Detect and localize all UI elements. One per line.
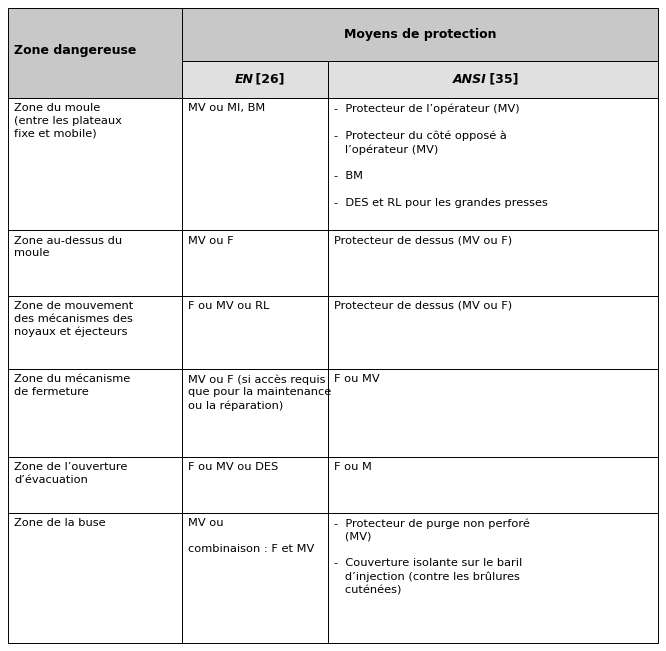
Bar: [8, 369, 182, 457]
Text: Protecteur de dessus (MV ou F): Protecteur de dessus (MV ou F): [334, 236, 512, 245]
Text: -  Protecteur de purge non perforé
   (MV)

-  Couverture isolante sur le baril
: - Protecteur de purge non perforé (MV) -…: [334, 518, 529, 595]
Text: MV ou F: MV ou F: [188, 236, 234, 245]
Bar: [182, 513, 328, 643]
Bar: [328, 98, 658, 230]
Text: F ou MV: F ou MV: [334, 374, 380, 384]
Text: MV ou F (si accès requis
que pour la maintenance
ou la réparation): MV ou F (si accès requis que pour la mai…: [188, 374, 332, 411]
Bar: [8, 8, 182, 98]
Text: Zone de mouvement
des mécanismes des
noyaux et éjecteurs: Zone de mouvement des mécanismes des noy…: [14, 301, 133, 337]
Bar: [8, 513, 182, 643]
Text: EN: EN: [235, 73, 254, 86]
Text: MV ou MI, BM: MV ou MI, BM: [188, 104, 266, 113]
Text: Moyens de protection: Moyens de protection: [344, 28, 496, 41]
Bar: [328, 230, 658, 296]
Bar: [8, 457, 182, 513]
Bar: [328, 513, 658, 643]
Text: Zone de l’ouverture
d’évacuation: Zone de l’ouverture d’évacuation: [14, 462, 127, 485]
Bar: [182, 8, 658, 61]
Text: MV ou

combinaison : F et MV: MV ou combinaison : F et MV: [188, 518, 314, 553]
Text: -  Protecteur de l’opérateur (MV)

-  Protecteur du côté opposé à
   l’opérateur: - Protecteur de l’opérateur (MV) - Prote…: [334, 104, 547, 208]
Text: F ou M: F ou M: [334, 462, 372, 473]
Text: Zone du mécanisme
de fermeture: Zone du mécanisme de fermeture: [14, 374, 131, 397]
Text: Zone de la buse: Zone de la buse: [14, 518, 106, 528]
Bar: [328, 296, 658, 369]
Bar: [182, 457, 328, 513]
Text: F ou MV ou RL: F ou MV ou RL: [188, 301, 270, 311]
Text: Zone du moule
(entre les plateaux
fixe et mobile): Zone du moule (entre les plateaux fixe e…: [14, 104, 122, 139]
Text: F ou MV ou DES: F ou MV ou DES: [188, 462, 278, 473]
Text: ANSI: ANSI: [453, 73, 487, 86]
Bar: [328, 369, 658, 457]
Text: Zone dangereuse: Zone dangereuse: [14, 44, 137, 57]
Bar: [8, 296, 182, 369]
Bar: [8, 98, 182, 230]
Bar: [182, 61, 328, 98]
Text: Zone au-dessus du
moule: Zone au-dessus du moule: [14, 236, 122, 258]
Bar: [328, 61, 658, 98]
Bar: [328, 457, 658, 513]
Bar: [182, 98, 328, 230]
Bar: [182, 230, 328, 296]
Bar: [8, 230, 182, 296]
Text: [26]: [26]: [251, 73, 284, 86]
Bar: [182, 296, 328, 369]
Text: [35]: [35]: [485, 73, 518, 86]
Text: Protecteur de dessus (MV ou F): Protecteur de dessus (MV ou F): [334, 301, 512, 311]
Bar: [182, 369, 328, 457]
